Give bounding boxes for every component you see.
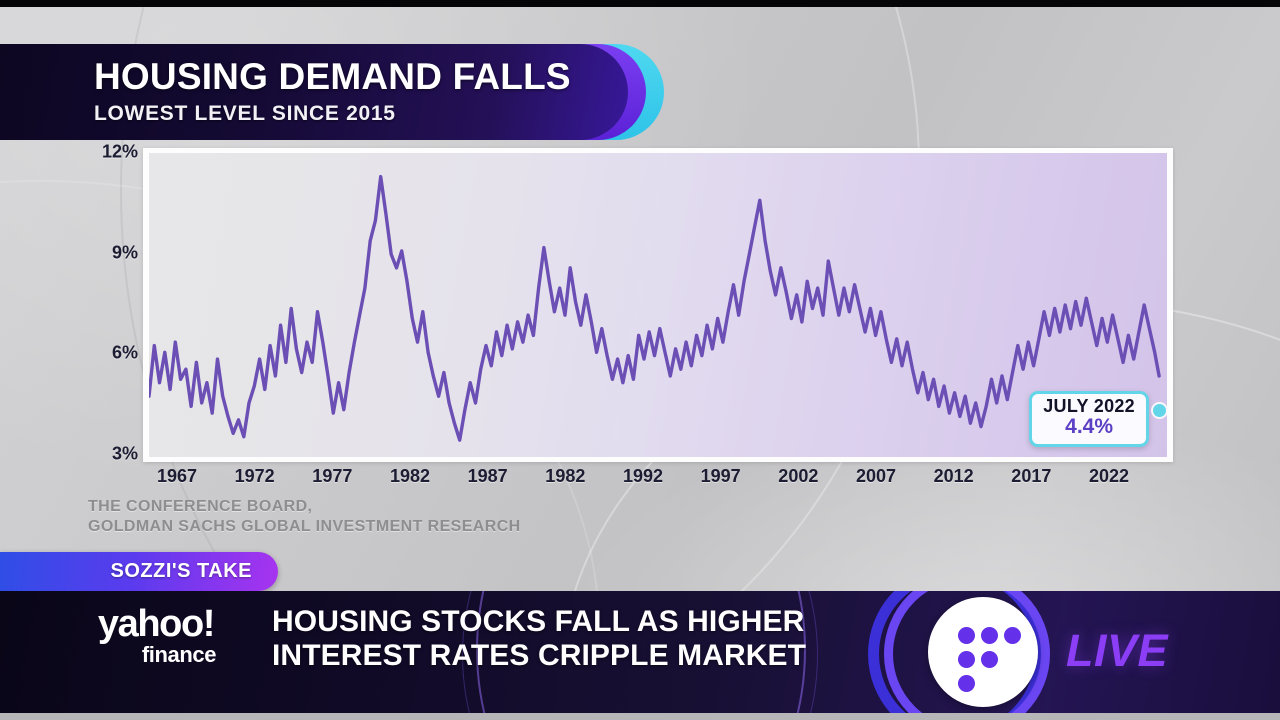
- headline-banner: HOUSING DEMAND FALLS LOWEST LEVEL SINCE …: [0, 44, 700, 140]
- x-axis-tick-label: 2022: [1088, 466, 1130, 486]
- series-line: [149, 174, 1161, 442]
- live-badge-group: LIVE: [868, 591, 1280, 713]
- chart: 12% 9% 6% 3% JULY 2022 4.4% 1967 1972 1977 198…: [86, 142, 1186, 486]
- banner-subheadline: LOWEST LEVEL SINCE 2015: [94, 101, 396, 125]
- x-axis-tick-label: 1987: [467, 466, 508, 486]
- live-label: LIVE: [1066, 625, 1169, 676]
- sozzis-take-badge: SOZZI'S TAKE: [0, 552, 278, 591]
- letterbox-bottom-bar: [0, 713, 1280, 720]
- y-axis: 12% 9% 6% 3%: [86, 142, 138, 468]
- live-arc-inner: [884, 591, 1050, 713]
- line-chart-svg: [149, 174, 1161, 442]
- finance-wordmark: finance: [141, 642, 217, 667]
- callout-box: JULY 2022 4.4%: [1029, 390, 1149, 447]
- x-axis-tick-label: 2002: [778, 466, 819, 486]
- lower-third-headline-line-2: INTEREST RATES CRIPPLE MARKET: [272, 639, 807, 673]
- logo-dot: [1004, 627, 1021, 644]
- x-axis-tick-label: 1997: [700, 466, 741, 486]
- banner-text-group: HOUSING DEMAND FALLS LOWEST LEVEL SINCE …: [94, 44, 571, 140]
- plot-area: JULY 2022 4.4%: [149, 153, 1167, 457]
- x-axis-tick-label: 1982: [389, 466, 431, 486]
- source-line-2: GOLDMAN SACHS GLOBAL INVESTMENT RESEARCH: [88, 517, 521, 535]
- yahoo-wordmark: yahoo!: [97, 603, 216, 645]
- x-axis-tick-label: 2017: [1011, 466, 1052, 486]
- source-line-1: THE CONFERENCE BOARD,: [88, 498, 313, 515]
- logo-dot: [958, 627, 975, 644]
- x-axis-tick-label: 1992: [622, 466, 664, 486]
- y-axis-tick-label: 9%: [111, 242, 138, 263]
- plot-frame: JULY 2022 4.4%: [143, 148, 1173, 462]
- end-point-marker: [1153, 403, 1167, 417]
- callout-date: JULY 2022: [1043, 395, 1135, 416]
- sozzis-take-label: SOZZI'S TAKE: [110, 560, 252, 582]
- x-axis-tick-label: 1977: [312, 466, 353, 486]
- x-axis: 1967 1972 1977 1982 1987 1982 1992 1997 2002 2007…: [143, 466, 1173, 492]
- letterbox-top-bar: [0, 0, 1280, 7]
- x-axis-tick-label: 1972: [234, 466, 275, 486]
- y-axis-tick-label: 6%: [111, 342, 138, 363]
- x-axis-tick-label: 1982: [545, 466, 586, 486]
- x-axis-tick-label: 1967: [156, 466, 198, 486]
- source-attribution: THE CONFERENCE BOARD, GOLDMAN SACHS GLOB…: [88, 497, 521, 536]
- lower-third-headline-line-1: HOUSING STOCKS FALL AS HIGHER: [272, 605, 805, 638]
- y-axis-tick-label: 3%: [111, 443, 138, 464]
- logo-dot: [981, 651, 998, 668]
- x-axis-tick-label: 2007: [855, 466, 897, 486]
- banner-headline: HOUSING DEMAND FALLS: [94, 56, 571, 98]
- logo-dot: [981, 627, 998, 644]
- lower-third-headline: HOUSING STOCKS FALL AS HIGHER INTEREST R…: [272, 605, 892, 673]
- lower-third-bar: yahoo! finance HOUSING STOCKS FALL AS HI…: [0, 591, 1280, 713]
- callout-value: 4.4%: [1065, 415, 1114, 439]
- yahoo-finance-logo: yahoo! finance: [70, 605, 242, 666]
- logo-dot: [958, 675, 975, 692]
- x-axis-tick-label: 2012: [933, 466, 974, 486]
- y-axis-tick-label: 12%: [101, 141, 138, 162]
- logo-dot: [958, 651, 975, 668]
- paramount-f-logo-icon: [928, 597, 1038, 707]
- banner-body: [0, 44, 628, 140]
